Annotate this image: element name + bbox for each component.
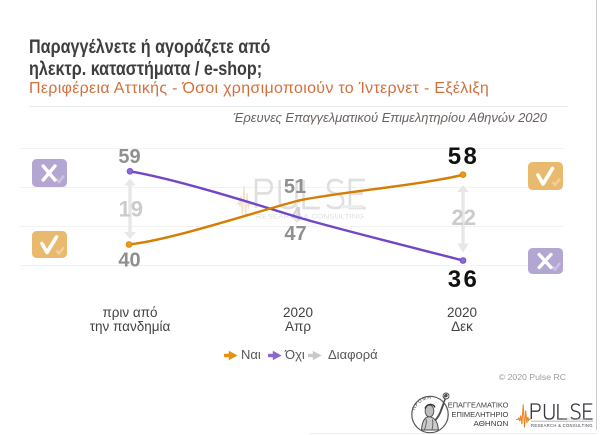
svg-text:RESEARCH & CONSULTING: RESEARCH & CONSULTING xyxy=(531,423,593,428)
svg-text:19: 19 xyxy=(118,196,142,221)
svg-text:ΕΠΙΜΕΛΗΤΗΡΙΟ: ΕΠΙΜΕΛΗΤΗΡΙΟ xyxy=(452,410,509,419)
svg-text:47: 47 xyxy=(284,223,306,245)
svg-text:51: 51 xyxy=(284,176,306,198)
svg-text:ΚΟΙΝΩΝΙΑ ΓΝΩΜΗΣ: ΚΟΙΝΩΝΙΑ ΓΝΩΜΗΣ xyxy=(558,417,588,421)
svg-text:4: 4 xyxy=(291,205,302,226)
svg-text:58: 58 xyxy=(448,143,480,170)
svg-text:ΕΠΑΓΓΕΛΜΑΤΙΚΟ: ΕΠΑΓΓΕΛΜΑΤΙΚΟ xyxy=(448,401,509,410)
svg-text:ΑΘΗΝΩΝ: ΑΘΗΝΩΝ xyxy=(474,419,509,428)
svg-text:RESEARCH & CONSULTING: RESEARCH & CONSULTING xyxy=(256,214,364,221)
svg-text:59: 59 xyxy=(118,146,140,168)
svg-text:22: 22 xyxy=(452,205,476,230)
svg-text:40: 40 xyxy=(118,250,140,272)
svg-text:36: 36 xyxy=(448,266,480,293)
